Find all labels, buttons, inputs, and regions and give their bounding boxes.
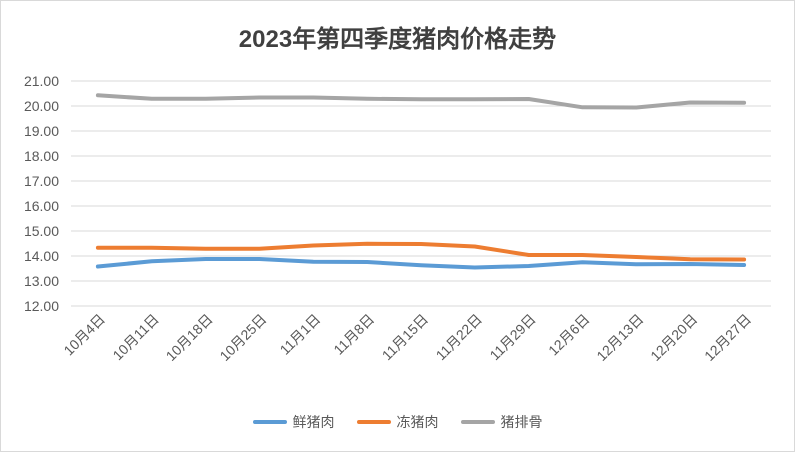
y-tick-label: 16.00 xyxy=(24,198,59,214)
x-tick-label: 11月22日 xyxy=(433,311,485,363)
y-tick-label: 20.00 xyxy=(24,98,59,114)
x-tick-label: 10月4日 xyxy=(60,311,108,359)
x-tick-label: 12月20日 xyxy=(647,311,700,364)
y-tick-label: 18.00 xyxy=(24,148,59,164)
x-tick-label: 11月29日 xyxy=(486,311,538,363)
x-tick-label: 12月27日 xyxy=(701,311,754,364)
legend-item: 鲜猪肉 xyxy=(252,412,335,432)
x-tick-label: 11月1日 xyxy=(277,311,324,358)
x-tick-label: 12月13日 xyxy=(593,311,646,364)
y-tick-label: 17.00 xyxy=(24,173,59,189)
y-tick-label: 12.00 xyxy=(24,298,59,314)
series-line-0 xyxy=(95,257,747,270)
x-tick-label: 12月6日 xyxy=(545,311,593,359)
y-tick-label: 19.00 xyxy=(24,123,59,139)
x-tick-label: 11月8日 xyxy=(330,311,377,358)
x-tick-label: 10月11日 xyxy=(109,311,161,363)
legend-swatch xyxy=(460,420,495,424)
legend-label: 猪排骨 xyxy=(500,414,543,430)
y-tick-label: 14.00 xyxy=(24,248,59,264)
y-tick-label: 13.00 xyxy=(24,273,59,289)
x-tick-label: 10月25日 xyxy=(216,311,269,364)
series-line-1 xyxy=(95,241,747,262)
legend-swatch xyxy=(356,420,391,424)
y-tick-label: 15.00 xyxy=(24,223,59,239)
legend-swatch xyxy=(252,420,287,424)
series-line-2 xyxy=(95,93,747,110)
legend: 鲜猪肉 冻猪肉 猪排骨 xyxy=(1,412,794,432)
legend-item: 猪排骨 xyxy=(460,412,543,432)
y-tick-label: 21.00 xyxy=(24,73,59,89)
x-tick-label: 10月18日 xyxy=(163,311,216,364)
legend-label: 鲜猪肉 xyxy=(292,414,335,430)
x-tick-label: 11月15日 xyxy=(379,311,431,363)
legend-item: 冻猪肉 xyxy=(356,412,439,432)
legend-label: 冻猪肉 xyxy=(396,414,439,430)
chart-title: 2023年第四季度猪肉价格走势 xyxy=(238,26,557,53)
